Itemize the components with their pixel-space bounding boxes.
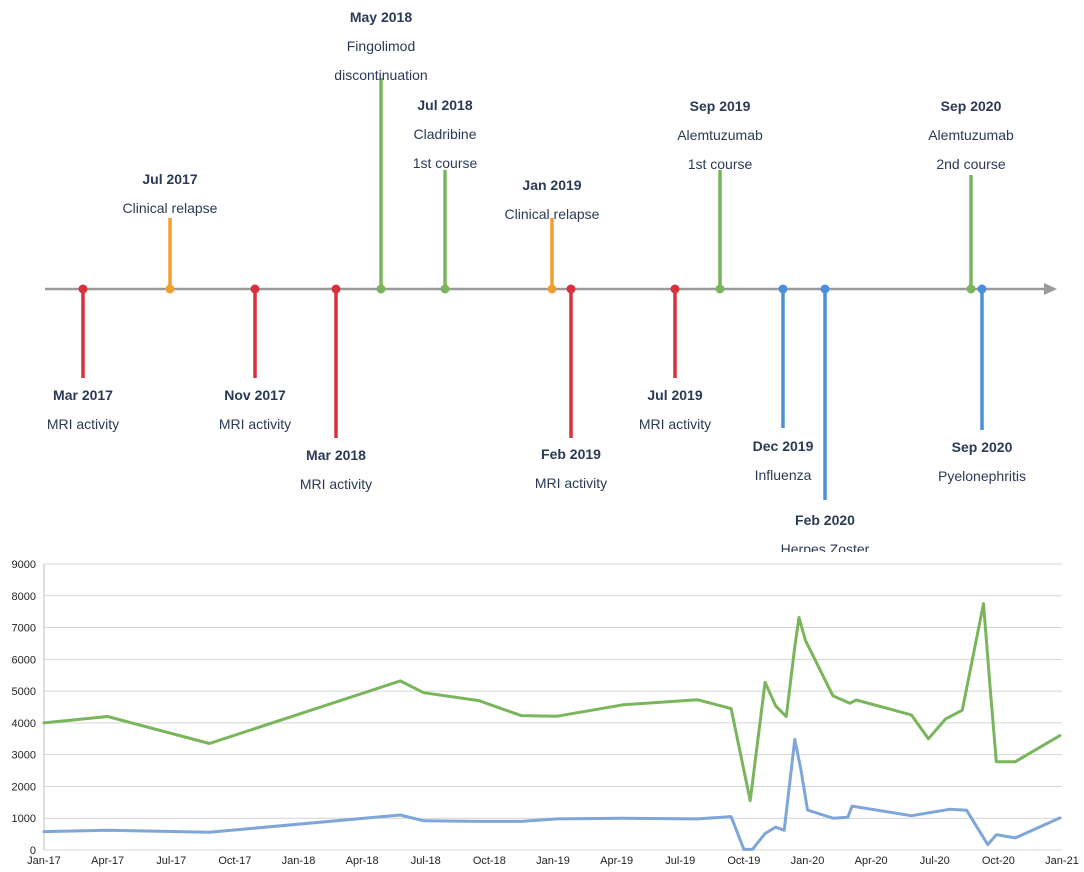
event-description: discontinuation bbox=[334, 67, 427, 83]
event-date: Mar 2018 bbox=[306, 447, 366, 463]
timeline-event: Dec 2019 Influenza bbox=[753, 284, 814, 483]
x-tick-label: Jan-19 bbox=[536, 855, 570, 867]
event-marker bbox=[250, 284, 260, 294]
event-marker bbox=[331, 284, 341, 294]
event-marker bbox=[715, 284, 725, 294]
series-line-blue bbox=[42, 737, 1062, 851]
timeline-event: Feb 2019 MRI activity bbox=[535, 284, 607, 491]
timeline-event: Jul 2019 MRI activity bbox=[639, 284, 711, 432]
y-tick-label: 8000 bbox=[12, 591, 36, 603]
timeline-event: May 2018 Fingolimod discontinuation bbox=[334, 9, 428, 294]
x-tick-label: Oct-20 bbox=[982, 855, 1015, 867]
x-tick-label: Jan-21 bbox=[1045, 855, 1079, 867]
event-marker bbox=[165, 284, 175, 294]
event-date: Feb 2019 bbox=[541, 446, 601, 462]
event-date: Nov 2017 bbox=[224, 387, 286, 403]
timeline-event: Mar 2018 MRI activity bbox=[300, 284, 372, 492]
lymphocyte-line-chart: 0 1000 2000 3000 4000 5000 6000 7000 8000 9000 Ja… bbox=[12, 559, 1079, 867]
y-tick-label: 5000 bbox=[12, 686, 36, 698]
event-description: Alemtuzumab bbox=[677, 127, 763, 143]
y-tick-label: 3000 bbox=[12, 750, 36, 762]
y-tick-label: 6000 bbox=[12, 654, 36, 666]
timeline-event: Jul 2017 Clinical relapse bbox=[123, 171, 218, 294]
event-description: Influenza bbox=[755, 467, 812, 483]
event-description: Herpes Zoster bbox=[781, 541, 870, 552]
event-marker bbox=[820, 284, 830, 294]
event-description: MRI activity bbox=[639, 416, 711, 432]
x-tick-label: Apr-18 bbox=[346, 855, 379, 867]
event-marker bbox=[566, 284, 576, 294]
event-date: Mar 2017 bbox=[53, 387, 113, 403]
y-tick-label: 1000 bbox=[12, 813, 36, 825]
timeline-event: Feb 2020 Herpes Zoster bbox=[781, 284, 870, 552]
y-tick-label: 4000 bbox=[12, 718, 36, 730]
x-tick-label: Apr-17 bbox=[91, 855, 124, 867]
timeline-arrow-icon bbox=[1044, 283, 1057, 295]
event-description: MRI activity bbox=[47, 416, 119, 432]
event-marker bbox=[977, 284, 987, 294]
event-description: Pyelonephritis bbox=[938, 468, 1026, 484]
timeline-event: Jul 2018 Cladribine 1st course bbox=[413, 97, 478, 294]
event-date: Sep 2020 bbox=[941, 98, 1002, 114]
x-tick-label: Jan-17 bbox=[27, 855, 61, 867]
y-tick-label: 0 bbox=[30, 845, 36, 857]
y-tick-label: 7000 bbox=[12, 623, 36, 635]
event-description: Cladribine bbox=[413, 126, 476, 142]
timeline-event: Nov 2017 MRI activity bbox=[219, 284, 291, 432]
timeline-event: Sep 2019 Alemtuzumab 1st course bbox=[677, 98, 763, 294]
event-marker bbox=[670, 284, 680, 294]
event-description: Clinical relapse bbox=[123, 200, 218, 216]
x-tick-label: Jul-20 bbox=[920, 855, 950, 867]
event-description: Alemtuzumab bbox=[928, 127, 1014, 143]
event-timeline: Mar 2017 MRI activity Jul 2017 Clinical rel… bbox=[45, 9, 1057, 552]
event-description: Clinical relapse bbox=[505, 206, 600, 222]
timeline-event: Jan 2019 Clinical relapse bbox=[505, 177, 600, 294]
event-marker bbox=[376, 284, 386, 294]
event-marker bbox=[547, 284, 557, 294]
x-tick-label: Jul-18 bbox=[411, 855, 441, 867]
x-tick-label: Oct-19 bbox=[727, 855, 760, 867]
event-date: Dec 2019 bbox=[753, 438, 814, 454]
y-tick-label: 2000 bbox=[12, 781, 36, 793]
event-date: Jul 2017 bbox=[142, 171, 197, 187]
event-date: May 2018 bbox=[350, 9, 412, 25]
event-description: 1st course bbox=[688, 156, 753, 172]
event-date: Jul 2018 bbox=[417, 97, 472, 113]
x-tick-label: Jul-17 bbox=[156, 855, 186, 867]
event-marker bbox=[78, 284, 88, 294]
event-marker bbox=[778, 284, 788, 294]
x-tick-label: Apr-19 bbox=[600, 855, 633, 867]
timeline-event: Mar 2017 MRI activity bbox=[47, 284, 119, 432]
event-date: Sep 2019 bbox=[690, 98, 751, 114]
x-tick-label: Oct-17 bbox=[218, 855, 251, 867]
event-date: Jul 2019 bbox=[647, 387, 702, 403]
timeline-event: Sep 2020 Alemtuzumab 2nd course bbox=[928, 98, 1014, 294]
x-tick-label: Oct-18 bbox=[473, 855, 506, 867]
x-tick-label: Jan-20 bbox=[791, 855, 825, 867]
event-marker bbox=[440, 284, 450, 294]
event-date: Feb 2020 bbox=[795, 512, 855, 528]
x-tick-label: Apr-20 bbox=[855, 855, 888, 867]
event-description: MRI activity bbox=[535, 475, 607, 491]
x-tick-label: Jul-19 bbox=[665, 855, 695, 867]
series-line-green bbox=[42, 602, 1062, 803]
event-description: 1st course bbox=[413, 155, 478, 171]
event-description: MRI activity bbox=[219, 416, 291, 432]
x-tick-label: Jan-18 bbox=[282, 855, 316, 867]
y-tick-label: 9000 bbox=[12, 559, 36, 571]
event-description: 2nd course bbox=[936, 156, 1005, 172]
event-description: MRI activity bbox=[300, 476, 372, 492]
timeline-event: Sep 2020 Pyelonephritis bbox=[938, 284, 1026, 484]
event-description: Fingolimod bbox=[347, 38, 415, 54]
event-date: Jan 2019 bbox=[522, 177, 581, 193]
event-date: Sep 2020 bbox=[952, 439, 1013, 455]
event-marker bbox=[966, 284, 976, 294]
